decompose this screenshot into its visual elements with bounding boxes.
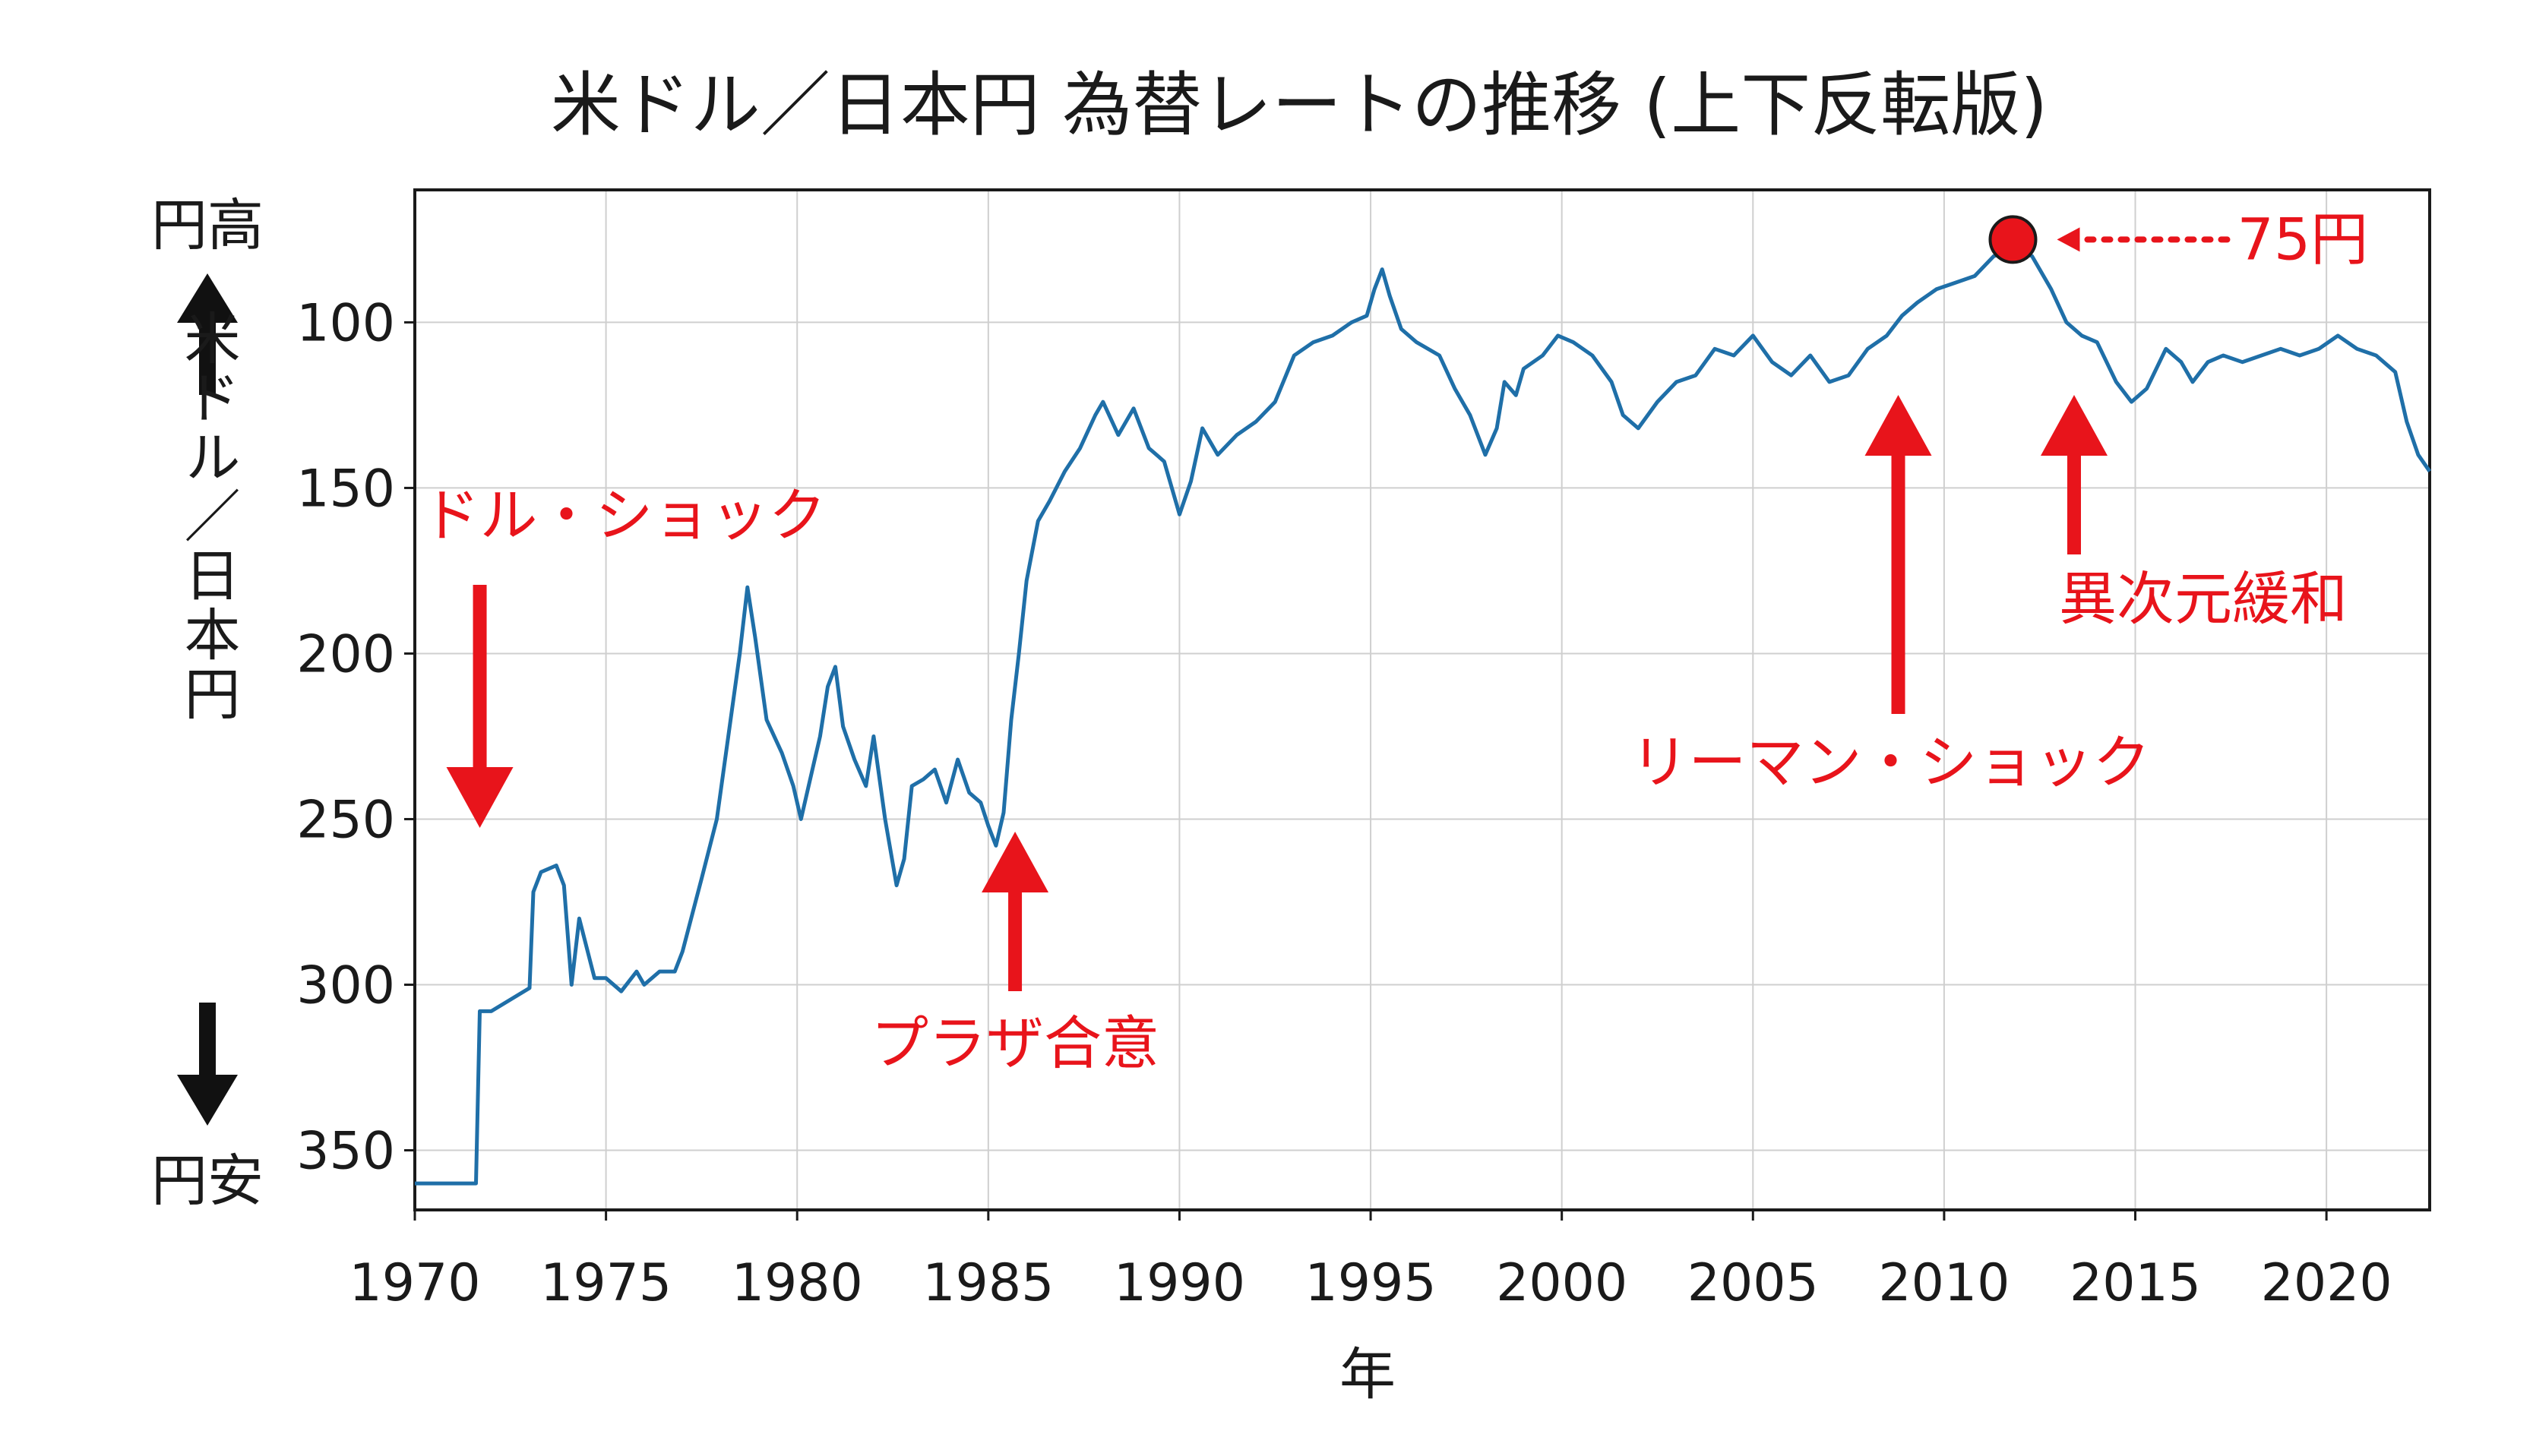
annotation-arrow-shaft [1008,892,1023,991]
x-tick-label: 2015 [2070,1253,2201,1313]
annotation-label: プラザ合意 [871,1009,1159,1077]
x-axis-ticks: 1970 1975 1980 1985 1990 1995 2000 2005 2010 2015… [349,1210,2392,1313]
annotation-label: 異次元緩和 [2059,565,2348,633]
annotation-arrow-head [982,832,1049,892]
y-bottom-label: 円安 [151,1148,264,1214]
marker-arrow-head [2057,227,2080,252]
annotation-arrow-head [1864,395,1932,456]
x-tick-label: 2005 [1687,1253,1819,1313]
y-tick-label: 250 [296,790,395,850]
annotation-arrow-head [446,767,514,828]
marker-label: 75円 [2237,205,2368,273]
plot-frame [413,188,2431,1211]
annotation-arrow-shaft [1891,456,1905,714]
x-tick-label: 2010 [1878,1253,2010,1313]
y-tick-label: 300 [296,955,395,1015]
series-group [415,248,2432,1186]
marker-dot [1988,215,2038,264]
x-tick-label: 1980 [732,1253,863,1313]
grid [414,190,2430,1210]
annotation-arrow-shaft [473,585,487,767]
min-rate-marker: 75円 [1988,205,2368,273]
x-tick-label: 1995 [1305,1253,1437,1313]
x-tick-label: 1990 [1114,1253,1245,1313]
y-tick-label: 200 [296,624,395,684]
x-tick-label: 1970 [349,1253,480,1313]
y-axis-label: 米ドル／日本円 [175,309,240,724]
y-tick-label: 350 [296,1122,395,1182]
series-line [415,248,2432,1186]
annotation-arrow-shaft [2067,456,2081,554]
x-tick-label: 1985 [922,1253,1054,1313]
annotation: リーマン・ショック [1631,395,2151,796]
y-tick-label: 150 [296,459,395,519]
annotation-label: リーマン・ショック [1631,728,2151,796]
x-tick-label: 2020 [2261,1253,2392,1313]
annotation: ドル・ショック [422,482,827,828]
x-tick-label: 2000 [1496,1253,1627,1313]
y-axis-ticks: 100 150 200 250 300 350 [296,293,415,1182]
annotation-arrow-head [2041,395,2108,456]
annotation: 異次元緩和 [2041,395,2348,633]
y-top-label: 円高 [151,193,264,258]
annotation: プラザ合意 [871,832,1159,1077]
annotation-label: ドル・ショック [422,482,827,549]
down-arrow-icon [177,1003,238,1126]
chart-title: 米ドル／日本円 為替レートの推移 (上下反転版) [551,65,2048,146]
y-tick-label: 100 [296,293,395,353]
up-arrow-icon [177,273,238,395]
x-axis-label: 年 [1339,1342,1396,1407]
x-tick-label: 1975 [540,1253,672,1313]
